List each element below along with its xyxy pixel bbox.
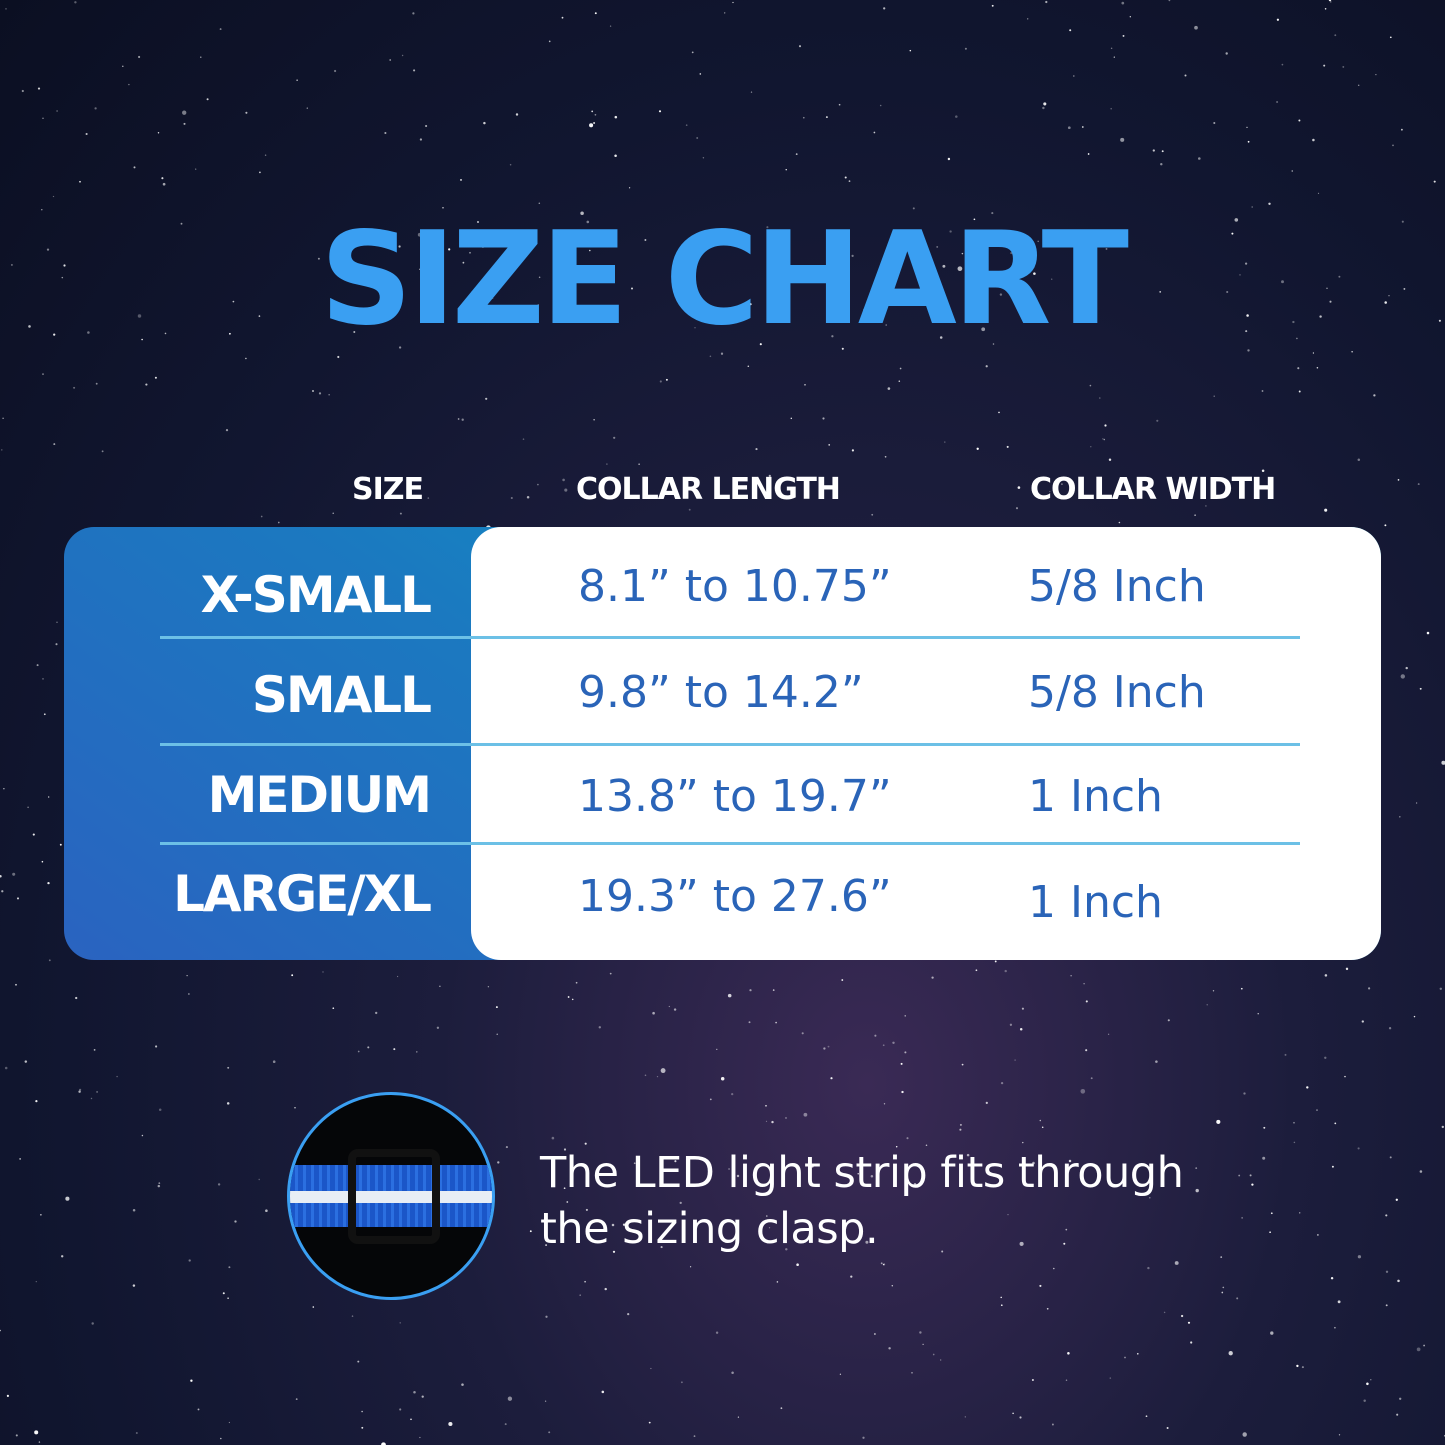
clasp-note-line-2: the sizing clasp. — [540, 1204, 879, 1254]
size-label: X-SMALL — [200, 566, 432, 624]
collar-length: 13.8” to 19.7” — [578, 771, 892, 822]
collar-width: 1 Inch — [1028, 771, 1163, 822]
header-size: SIZE — [352, 472, 424, 507]
row-divider — [160, 842, 1300, 845]
clasp-note: The LED light strip fits through the siz… — [540, 1145, 1184, 1257]
collar-length: 9.8” to 14.2” — [578, 667, 864, 718]
header-collar-length: COLLAR LENGTH — [576, 472, 841, 507]
row-divider — [160, 636, 1300, 639]
size-label: LARGE/XL — [173, 865, 432, 923]
collar-width: 5/8 Inch — [1028, 561, 1206, 612]
collar-clasp-photo — [287, 1092, 495, 1300]
size-label: SMALL — [251, 666, 432, 724]
collar-length: 8.1” to 10.75” — [578, 561, 892, 612]
collar-length: 19.3” to 27.6” — [578, 871, 892, 922]
row-divider — [160, 743, 1300, 746]
header-collar-width: COLLAR WIDTH — [1030, 472, 1276, 507]
page-title: SIZE CHART — [320, 205, 1129, 354]
collar-width: 1 Inch — [1028, 877, 1163, 928]
size-label: MEDIUM — [207, 766, 432, 824]
collar-width: 5/8 Inch — [1028, 667, 1206, 718]
clasp-note-line-1: The LED light strip fits through — [540, 1148, 1184, 1198]
